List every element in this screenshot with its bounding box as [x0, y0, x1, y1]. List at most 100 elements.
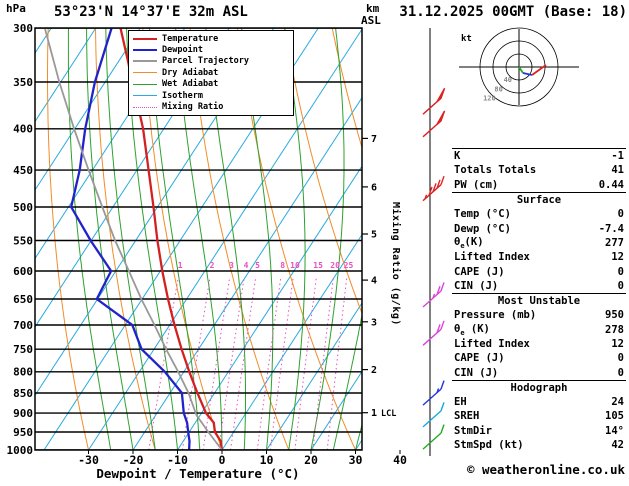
copyright-text: © weatheronline.co.uk [466, 462, 625, 477]
panel-row-value: 0.44 [598, 178, 624, 191]
svg-text:1: 1 [371, 408, 377, 419]
height-axis-unit-km: km [366, 2, 380, 15]
height-axis-unit-asl: ASL [361, 14, 381, 27]
panel-row-label: StmSpd (kt) [454, 439, 524, 452]
svg-text:-20: -20 [123, 453, 144, 467]
svg-text:300: 300 [13, 22, 33, 35]
svg-text:850: 850 [13, 387, 33, 400]
svg-text:20: 20 [330, 261, 340, 270]
legend-item: Wet Adiabat [133, 79, 289, 90]
svg-text:500: 500 [13, 201, 33, 214]
panel-row-value: 278 [605, 323, 624, 336]
panel-row-value: 0 [617, 366, 624, 379]
profile-parcel-trajectory [43, 28, 223, 450]
wind-barb [422, 380, 445, 406]
indices-table: K -1 Totals Totals 41 PW (cm) 0.44 Surface Temp… [452, 148, 626, 452]
panel-row-value: 12 [611, 251, 624, 264]
panel-row-label: K [454, 150, 461, 163]
legend-item-label: Dewpoint [162, 45, 203, 56]
panel-row-value: 0 [617, 352, 624, 365]
panel-row: Temp (°C) 0 [452, 207, 626, 221]
panel-section-title: Surface [452, 191, 626, 207]
svg-text:120: 120 [483, 95, 496, 103]
mixing-ratio-value-labels: 1 2 3 4 5 8 10 15 20 25 [178, 261, 354, 270]
lcl-marker-label: LCL [381, 409, 396, 419]
panel-row-value: 105 [605, 410, 624, 423]
panel-row-value: 41 [611, 164, 624, 177]
panel-row-label: Totals Totals [454, 164, 537, 177]
height-tick-labels: 1 2 3 4 5 6 7 LCL [362, 134, 396, 419]
wind-barb-column [422, 28, 446, 456]
panel-row: Dewp (°C) -7.4 [452, 221, 626, 235]
panel-section-title: Hodograph [452, 379, 626, 395]
panel-row-label: SREH [454, 410, 480, 423]
panel-row: Lifted Index 12 [452, 337, 626, 351]
panel-row: StmDir 14° [452, 424, 626, 438]
svg-text:8: 8 [280, 261, 285, 270]
panel-row-value: 24 [611, 396, 624, 409]
svg-text:-30: -30 [78, 453, 99, 467]
svg-text:40: 40 [504, 76, 512, 84]
wind-barb [422, 110, 446, 138]
panel-row-label: EH [454, 396, 467, 409]
panel-row-value: 277 [605, 236, 624, 249]
legend-item: Dry Adiabat [133, 67, 289, 78]
svg-text:350: 350 [13, 76, 33, 89]
svg-text:7: 7 [371, 134, 377, 145]
svg-text:1: 1 [178, 261, 183, 270]
wind-barb [422, 320, 445, 346]
svg-text:10: 10 [260, 453, 274, 467]
x-axis-title: Dewpoint / Temperature (°C) [96, 466, 299, 481]
panel-row-label: CIN (J) [454, 279, 499, 292]
legend-line-sample [133, 37, 157, 40]
svg-text:3: 3 [371, 317, 377, 328]
temperature-tick-labels: -30 -20 -10 0 10 20 30 40 Dewpoint / Temperature… [78, 450, 407, 481]
svg-text:4: 4 [244, 261, 249, 270]
chart-legend: Temperature Dewpoint Parcel Trajectory Dry … [128, 30, 294, 116]
svg-text:3: 3 [229, 261, 234, 270]
panel-row-label: CIN (J) [454, 366, 499, 379]
legend-line-sample [133, 106, 157, 108]
svg-text:800: 800 [13, 366, 33, 379]
svg-text:2: 2 [210, 261, 215, 270]
legend-item-label: Parcel Trajectory [162, 56, 249, 67]
panel-row-label: PW (cm) [454, 178, 499, 191]
legend-line-sample [133, 95, 157, 97]
svg-text:30: 30 [349, 453, 363, 467]
legend-line-sample [133, 72, 157, 74]
svg-text:0: 0 [219, 453, 226, 467]
svg-text:950: 950 [13, 426, 33, 439]
wind-barb [422, 402, 445, 428]
svg-text:40: 40 [393, 453, 407, 467]
svg-text:5: 5 [255, 261, 260, 270]
svg-text:2: 2 [371, 365, 377, 376]
panel-row-label: Dewp (°C) [454, 222, 511, 235]
legend-item: Temperature [133, 33, 289, 44]
sounding-profiles [43, 28, 224, 450]
panel-row-value: 42 [611, 439, 624, 452]
hodograph-unit-label: kt [461, 34, 472, 44]
legend-item: Isotherm [133, 90, 289, 101]
svg-text:80: 80 [494, 85, 502, 93]
svg-text:4: 4 [371, 276, 377, 287]
plot-border [34, 27, 363, 451]
panel-row: θe(K) 277 [452, 236, 626, 250]
panel-row-label: CAPE (J) [454, 352, 505, 365]
svg-text:450: 450 [13, 164, 33, 177]
panel-row-label: Temp (°C) [454, 208, 511, 221]
profile-dewpoint [69, 28, 191, 450]
panel-row: CIN (J) 0 [452, 279, 626, 293]
panel-row-value: 14° [605, 424, 624, 437]
wind-barb [422, 87, 446, 115]
svg-text:20: 20 [304, 453, 318, 467]
wind-barb [422, 424, 445, 450]
svg-text:600: 600 [13, 265, 33, 278]
panel-row-label: θe(K) [454, 235, 484, 250]
legend-item: Mixing Ratio [133, 101, 289, 112]
panel-row: CAPE (J) 0 [452, 351, 626, 365]
station-title: 53°23'N 14°37'E 32m ASL [54, 4, 248, 20]
svg-text:1000: 1000 [7, 444, 34, 457]
panel-row-label: StmDir [454, 424, 492, 437]
panel-row: Totals Totals 41 [452, 163, 626, 177]
